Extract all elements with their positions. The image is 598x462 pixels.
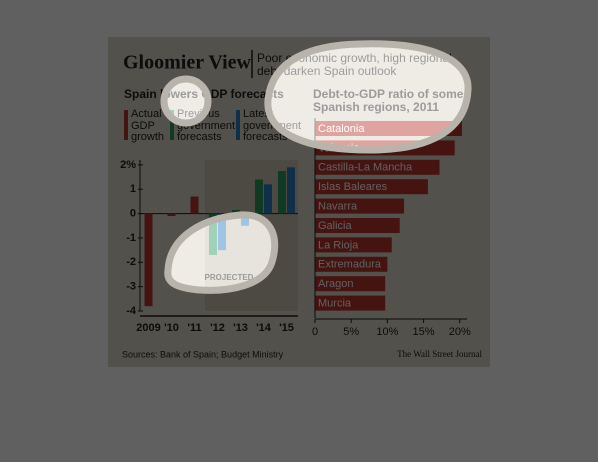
category-label: Navarra xyxy=(318,201,358,213)
legend-label: Previous government forecasts xyxy=(177,108,236,144)
y-tick-label: -2 xyxy=(126,256,136,268)
legend-label: Actual GDP growth xyxy=(131,108,165,144)
y-tick-label: -3 xyxy=(126,281,136,293)
y-tick-label: 2% xyxy=(120,159,136,171)
page-title: Gloomier View xyxy=(123,52,251,74)
x-tick-label: 5% xyxy=(343,326,359,338)
x-tick-label: 20% xyxy=(449,326,471,338)
annotation: PROJECTED xyxy=(205,273,254,282)
chart-title: Debt-to-GDP ratio of some Spanish region… xyxy=(313,87,464,114)
legend-label: Latest government forecasts xyxy=(243,108,302,144)
bar xyxy=(241,213,249,226)
category-label: La Rioja xyxy=(318,239,359,251)
bar xyxy=(218,213,226,251)
x-tick-label: '15 xyxy=(279,322,294,334)
x-tick-label: '10 xyxy=(164,322,179,334)
bar xyxy=(232,209,240,214)
x-tick-label: '11 xyxy=(187,322,201,334)
x-tick-label: '14 xyxy=(256,322,272,334)
bar xyxy=(255,179,263,214)
y-tick-label: 1 xyxy=(130,183,136,195)
y-tick-label: -4 xyxy=(126,305,137,317)
bar xyxy=(287,167,295,214)
credit: The Wall Street Journal xyxy=(397,349,482,359)
category-label: Extremadura xyxy=(318,259,382,271)
bar xyxy=(144,213,153,307)
category-label: Aragon xyxy=(318,278,353,290)
bar xyxy=(209,213,217,255)
bar xyxy=(167,213,176,217)
y-tick-label: 0 xyxy=(130,207,136,219)
source: Sources: Bank of Spain; Budget Ministry xyxy=(122,349,284,359)
chart-title: Spain lowers GDP forecasts xyxy=(124,87,284,101)
subtitle: Poor economic growth, high regional debt… xyxy=(257,51,452,78)
bar xyxy=(190,196,199,214)
x-tick-label: '13 xyxy=(233,322,248,334)
x-tick-label: '12 xyxy=(210,322,225,334)
category-label: Catalonia xyxy=(318,123,365,135)
x-tick-label: 2009 xyxy=(136,322,160,334)
category-label: Valencia xyxy=(318,142,360,154)
category-label: Castilla-La Mancha xyxy=(318,162,413,174)
x-tick-label: 0 xyxy=(312,326,318,338)
x-tick-label: 15% xyxy=(413,326,435,338)
category-label: Murcia xyxy=(318,298,352,310)
x-tick-label: 10% xyxy=(376,326,398,338)
legend-swatch xyxy=(124,110,128,140)
y-tick-label: -1 xyxy=(126,232,136,244)
bar xyxy=(264,184,272,214)
category-label: Galicia xyxy=(318,220,353,232)
category-label: Islas Baleares xyxy=(318,181,388,193)
bar xyxy=(278,170,286,214)
